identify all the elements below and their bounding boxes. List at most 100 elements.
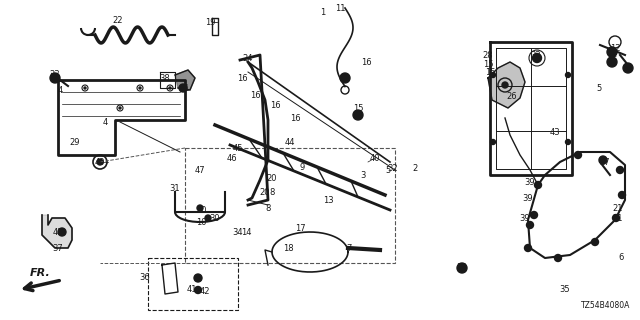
Circle shape [575, 151, 582, 158]
Circle shape [490, 140, 495, 145]
Circle shape [169, 87, 171, 89]
Text: 43: 43 [550, 127, 560, 137]
Circle shape [616, 166, 623, 173]
Text: 21: 21 [612, 213, 623, 222]
Circle shape [97, 159, 103, 165]
Circle shape [119, 107, 121, 109]
Text: 39: 39 [520, 213, 531, 222]
Text: 19: 19 [205, 18, 215, 27]
Polygon shape [42, 215, 72, 248]
Text: 5: 5 [596, 84, 602, 92]
Circle shape [612, 214, 620, 221]
Text: 5: 5 [385, 165, 390, 174]
Text: 4: 4 [102, 117, 108, 126]
Polygon shape [488, 62, 525, 108]
Circle shape [618, 191, 625, 198]
Circle shape [532, 53, 541, 62]
Text: 29: 29 [70, 138, 80, 147]
Text: 21: 21 [612, 204, 623, 212]
Circle shape [591, 238, 598, 245]
Text: 33: 33 [456, 263, 467, 273]
Text: FR.: FR. [29, 268, 51, 278]
Text: 1: 1 [321, 7, 326, 17]
Circle shape [531, 212, 538, 219]
Text: 14: 14 [241, 228, 252, 236]
Circle shape [50, 73, 60, 83]
Text: 42: 42 [200, 287, 211, 297]
Text: 40: 40 [370, 154, 380, 163]
Text: 40: 40 [95, 157, 105, 166]
Circle shape [490, 73, 495, 77]
Circle shape [194, 274, 202, 282]
Text: 32: 32 [388, 164, 398, 172]
Text: 13: 13 [323, 196, 333, 204]
Circle shape [599, 156, 607, 164]
Text: 11: 11 [335, 4, 345, 12]
Text: 38: 38 [159, 74, 170, 83]
Circle shape [566, 73, 570, 77]
Circle shape [205, 215, 211, 221]
Text: 8: 8 [266, 204, 271, 212]
Text: 41: 41 [180, 84, 190, 92]
Circle shape [607, 57, 617, 67]
Circle shape [197, 205, 203, 211]
Text: 16: 16 [290, 114, 300, 123]
Text: 45: 45 [233, 143, 243, 153]
Text: 39: 39 [525, 178, 535, 187]
Text: 27: 27 [600, 157, 611, 166]
Text: 24: 24 [243, 53, 253, 62]
Text: 41: 41 [187, 285, 197, 294]
Bar [148, 258, 238, 310]
Circle shape [340, 73, 350, 83]
Text: 16: 16 [250, 91, 260, 100]
Text: 12: 12 [610, 44, 620, 52]
Text: 15: 15 [353, 103, 364, 113]
Text: 20: 20 [260, 188, 270, 196]
Text: 15: 15 [484, 68, 495, 76]
Text: 41: 41 [52, 228, 63, 236]
Circle shape [534, 181, 541, 188]
Text: 39: 39 [523, 194, 533, 203]
Text: 17: 17 [294, 223, 305, 233]
Text: 32: 32 [531, 51, 541, 60]
Text: 35: 35 [560, 285, 570, 294]
Text: 18: 18 [283, 244, 293, 252]
Circle shape [554, 254, 561, 261]
Text: 37: 37 [52, 244, 63, 252]
Text: 47: 47 [195, 165, 205, 174]
Text: 16: 16 [361, 58, 371, 67]
Text: 16: 16 [269, 100, 280, 109]
Text: 26: 26 [507, 92, 517, 100]
Text: 36: 36 [140, 274, 150, 283]
Text: 20: 20 [267, 173, 277, 182]
Text: 30: 30 [210, 213, 220, 222]
Circle shape [84, 87, 86, 89]
Text: 16: 16 [237, 74, 247, 83]
Text: 28: 28 [483, 51, 493, 60]
Circle shape [139, 87, 141, 89]
Circle shape [623, 63, 633, 73]
Text: 7: 7 [346, 244, 352, 252]
Text: 4: 4 [58, 85, 63, 94]
Circle shape [607, 47, 617, 57]
Text: 2: 2 [412, 164, 418, 172]
Circle shape [527, 221, 534, 228]
Polygon shape [175, 70, 195, 90]
Circle shape [179, 84, 187, 92]
Circle shape [58, 228, 66, 236]
Text: 46: 46 [227, 154, 237, 163]
Text: 15: 15 [483, 60, 493, 68]
Text: 44: 44 [285, 138, 295, 147]
Circle shape [566, 140, 570, 145]
Text: 8: 8 [269, 188, 275, 196]
Text: 22: 22 [113, 15, 124, 25]
Bar [185, 148, 395, 263]
Text: TZ54B4080A: TZ54B4080A [580, 301, 630, 310]
Text: 10: 10 [196, 205, 206, 214]
Text: 10: 10 [196, 218, 206, 227]
Circle shape [457, 263, 467, 273]
Text: 25: 25 [608, 55, 618, 65]
Circle shape [195, 286, 202, 293]
Text: 6: 6 [618, 253, 624, 262]
Circle shape [525, 244, 531, 252]
